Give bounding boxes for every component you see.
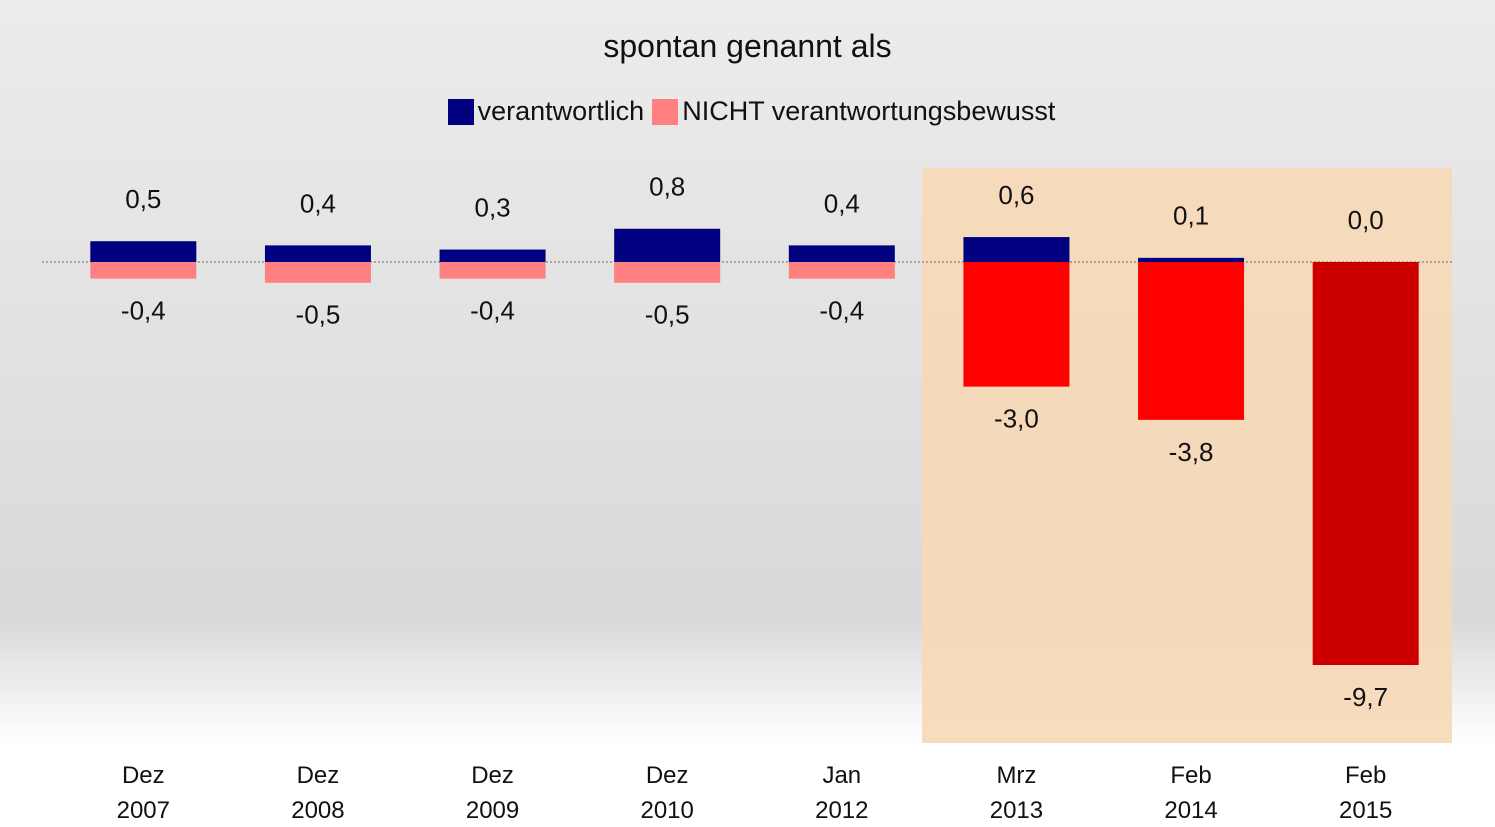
value-label: 0,6 xyxy=(998,180,1034,210)
legend-label: verantwortlich xyxy=(478,96,645,127)
value-label: 0,4 xyxy=(300,188,336,218)
legend-item: verantwortlich xyxy=(440,96,645,127)
bar xyxy=(440,250,546,262)
bar xyxy=(614,262,720,283)
value-label: 0,8 xyxy=(649,172,685,202)
bar xyxy=(265,245,371,262)
bar xyxy=(90,262,196,279)
bar xyxy=(789,245,895,262)
chart: 0,5 -0,4 0,4 -0,5 0,3 -0,4 0,8 -0,5 0,4 -0,4 0,6 -3… xyxy=(0,0,1495,827)
legend-swatch xyxy=(448,99,474,125)
value-label: -0,5 xyxy=(296,300,341,330)
x-tick-label: Jan 2012 xyxy=(802,758,882,827)
x-tick-label: Dez 2008 xyxy=(278,758,358,827)
value-label: -9,7 xyxy=(1343,682,1388,712)
bar xyxy=(1138,262,1244,420)
legend: verantwortlich NICHT verantwortungsbewuss… xyxy=(0,96,1495,127)
value-label: 0,4 xyxy=(824,188,860,218)
legend-label: NICHT verantwortungsbewusst xyxy=(682,96,1055,127)
value-label: -0,5 xyxy=(645,300,690,330)
bar xyxy=(963,262,1069,387)
x-tick-label: Feb 2014 xyxy=(1151,758,1231,827)
value-label: -0,4 xyxy=(470,295,515,325)
bar xyxy=(1313,262,1419,665)
legend-swatch xyxy=(652,99,678,125)
x-tick-label: Mrz 2013 xyxy=(976,758,1056,827)
value-label: -3,0 xyxy=(994,404,1039,434)
bar xyxy=(90,241,196,262)
value-label: -3,8 xyxy=(1169,437,1214,467)
value-label: 0,3 xyxy=(474,192,510,222)
bar xyxy=(963,237,1069,262)
value-label: 0,5 xyxy=(125,184,161,214)
chart-title: spontan genannt als xyxy=(0,28,1495,65)
bar xyxy=(789,262,895,279)
x-tick-label: Dez 2009 xyxy=(453,758,533,827)
bar xyxy=(614,229,720,262)
value-label: 0,1 xyxy=(1173,201,1209,231)
x-tick-label: Dez 2010 xyxy=(627,758,707,827)
bar xyxy=(1138,258,1244,262)
bar xyxy=(265,262,371,283)
value-label: -0,4 xyxy=(819,295,864,325)
value-label: 0,0 xyxy=(1348,205,1384,235)
legend-item: NICHT verantwortungsbewusst xyxy=(644,96,1055,127)
x-tick-label: Feb 2015 xyxy=(1326,758,1406,827)
bar xyxy=(440,262,546,279)
x-tick-label: Dez 2007 xyxy=(103,758,183,827)
value-label: -0,4 xyxy=(121,295,166,325)
